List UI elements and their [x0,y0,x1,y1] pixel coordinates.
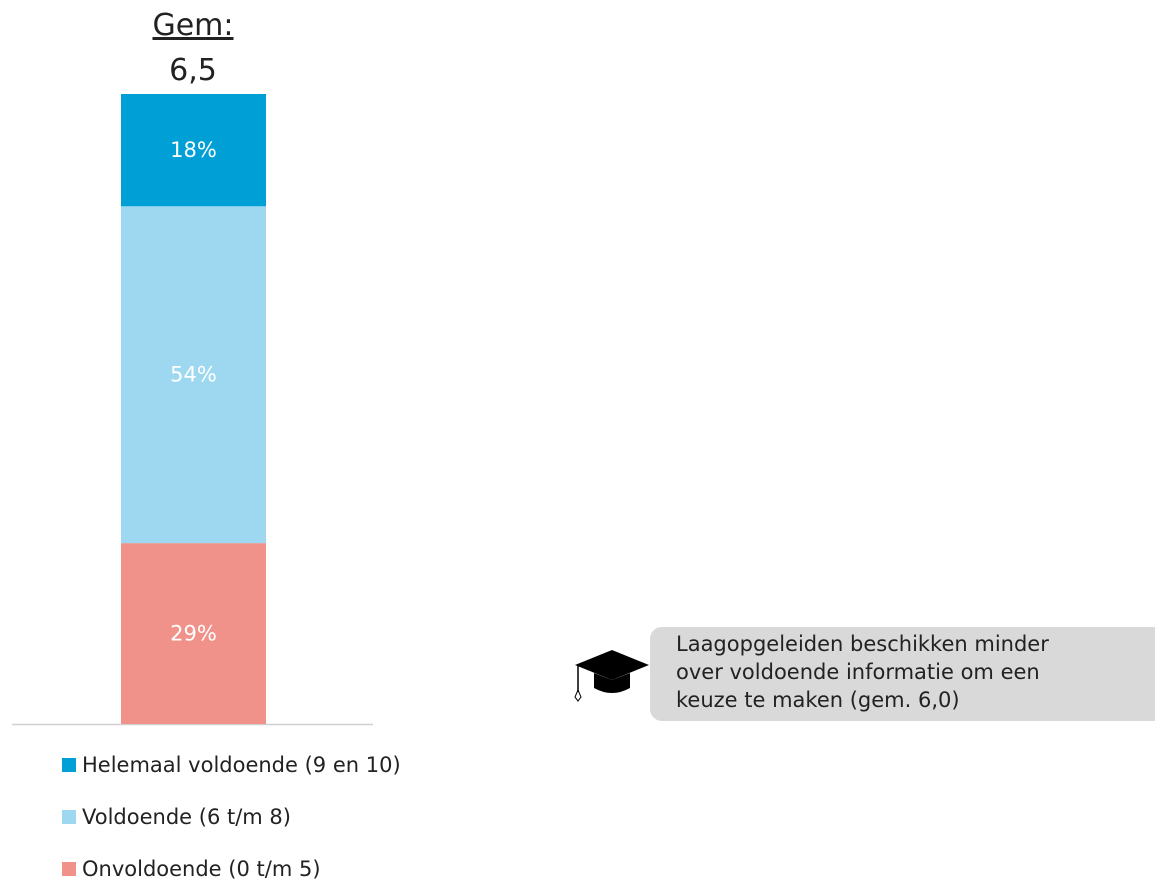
bar-segment [121,206,266,544]
legend-label: Helemaal voldoende (9 en 10) [82,753,401,777]
legend-swatch [62,810,76,824]
legend-label: Voldoende (6 t/m 8) [82,805,291,829]
annotation-box [650,627,1155,721]
data-label: 54% [170,363,217,387]
bar-segment [121,543,266,724]
legend-swatch [62,862,76,876]
annotation-text: keuze te maken (gem. 6,0) [676,688,960,712]
data-label: 29% [170,622,217,646]
bar-segment [121,94,266,207]
chart-subtitle: 6,5 [169,53,217,88]
legend-swatch [62,758,76,772]
legend-label: Onvoldoende (0 t/m 5) [82,857,321,881]
chart-title: Gem: [152,8,233,43]
annotation-text: Laagopgeleiden beschikken minder [676,632,1049,656]
data-label: 18% [170,138,217,162]
annotation-text: over voldoende informatie om een [676,660,1040,684]
graduation-cap-icon [574,650,649,702]
